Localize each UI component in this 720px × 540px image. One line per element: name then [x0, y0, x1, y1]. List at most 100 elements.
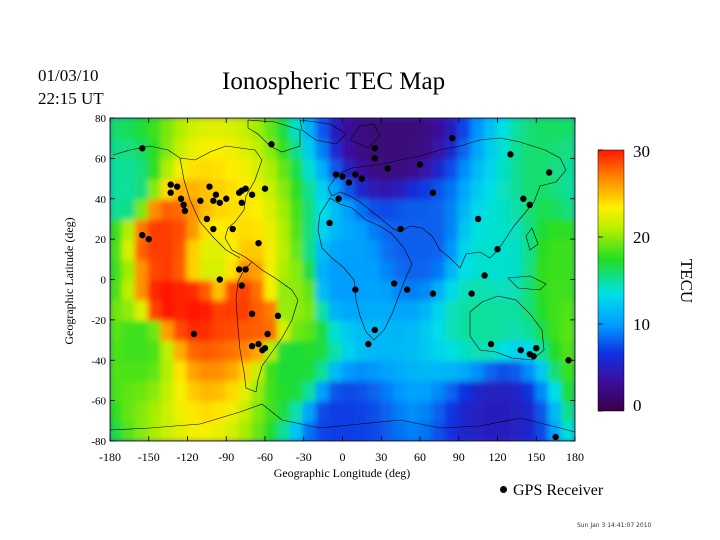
tec-cell: [251, 258, 266, 281]
tec-cell: [276, 258, 292, 281]
tec-cell: [535, 339, 551, 362]
y-tick-label: 0: [101, 275, 107, 287]
tec-cell: [134, 177, 150, 200]
tec-cell: [225, 419, 241, 441]
gps-receiver-point: [371, 145, 378, 152]
tec-cell: [483, 298, 499, 321]
tec-cell: [444, 318, 460, 342]
tec-cell: [186, 258, 202, 281]
gps-receiver-point: [255, 239, 262, 247]
tec-cell: [251, 318, 266, 342]
gps-receiver-point: [429, 290, 437, 297]
tec-cell: [328, 339, 344, 362]
gps-receiver-point: [190, 330, 198, 338]
x-tick-label: -180: [99, 450, 121, 464]
tec-cell: [186, 118, 202, 140]
tec-cell: [483, 118, 499, 140]
tec-cell: [264, 157, 279, 180]
tec-cell: [225, 359, 241, 382]
tec-cell: [199, 258, 215, 281]
tec-cell: [302, 217, 318, 241]
tec-cell: [444, 339, 460, 362]
tec-cell: [354, 278, 370, 301]
tec-cell: [147, 379, 163, 402]
gps-receiver-point: [390, 280, 398, 287]
tec-cell: [186, 157, 202, 180]
tec-cell: [444, 258, 460, 281]
tec-cell: [212, 258, 228, 281]
tec-cell: [354, 258, 370, 281]
tec-cell: [199, 157, 215, 180]
tec-cell: [264, 137, 279, 160]
tec-cell: [121, 318, 137, 342]
tec-cell: [419, 278, 434, 301]
x-tick-label: 0: [340, 450, 346, 464]
y-tick-label: -20: [91, 315, 106, 327]
tec-cell: [354, 318, 370, 342]
tec-cell: [147, 419, 163, 441]
tec-cell: [328, 379, 344, 402]
tec-cell: [238, 298, 254, 321]
tec-cell: [509, 399, 525, 422]
gps-receiver-point: [526, 201, 533, 209]
tec-cell: [160, 419, 176, 441]
tec-cell: [276, 118, 292, 140]
gps-receiver-point: [229, 225, 236, 233]
y-axis: 80 60 40 20 0 -20 -40 -60 -80: [91, 113, 575, 448]
tec-cell: [406, 217, 421, 241]
tec-cell: [147, 238, 163, 261]
tec-cell: [121, 359, 137, 382]
tec-cell: [341, 137, 357, 160]
gps-receiver-point: [255, 340, 262, 348]
gps-receiver-point: [507, 151, 514, 158]
tec-cell: [160, 197, 176, 220]
tec-cell: [444, 419, 460, 441]
tec-cell: [406, 399, 421, 422]
gps-receiver-point: [238, 199, 245, 206]
tec-cell: [496, 298, 512, 321]
tec-cell: [276, 217, 292, 241]
plot-area: [109, 117, 576, 442]
tec-cell: [444, 177, 460, 200]
tec-cell: [276, 238, 292, 261]
tec-cell: [134, 419, 150, 441]
tec-cell: [470, 238, 486, 261]
tec-cell: [522, 399, 538, 422]
tec-cell: [147, 177, 163, 200]
x-tick-label: -120: [177, 450, 199, 464]
tec-cell: [173, 217, 189, 241]
tec-cell: [302, 197, 318, 220]
tec-cell: [367, 157, 383, 180]
tec-cell: [483, 379, 499, 402]
gps-receiver-point: [345, 179, 353, 186]
tec-cell: [315, 157, 331, 180]
tec-cell: [483, 217, 499, 241]
tec-cell: [509, 217, 525, 241]
tec-cell: [431, 419, 447, 441]
tec-cell: [444, 359, 460, 382]
tec-cell: [328, 177, 344, 200]
tec-cell: [354, 379, 370, 402]
tec-cell: [289, 399, 305, 422]
tec-cell: [251, 197, 266, 220]
tec-cell: [134, 318, 150, 342]
tec-cell: [431, 118, 447, 140]
tec-cell: [160, 118, 176, 140]
tec-cell: [457, 419, 473, 441]
gps-receiver-point: [487, 340, 495, 348]
tec-cell: [354, 118, 370, 140]
tec-cell: [457, 217, 473, 241]
tec-cell: [212, 399, 228, 422]
x-tick-label: -90: [218, 450, 234, 464]
tec-cell: [121, 298, 137, 321]
tec-cell: [380, 118, 396, 140]
tec-cell: [393, 298, 409, 321]
gps-receiver-point: [139, 145, 146, 152]
tec-cell: [419, 177, 434, 200]
tec-cell: [535, 379, 551, 402]
tec-cell: [341, 359, 357, 382]
tec-cell: [173, 318, 189, 342]
tec-cell: [134, 157, 150, 180]
tec-cell: [457, 177, 473, 200]
